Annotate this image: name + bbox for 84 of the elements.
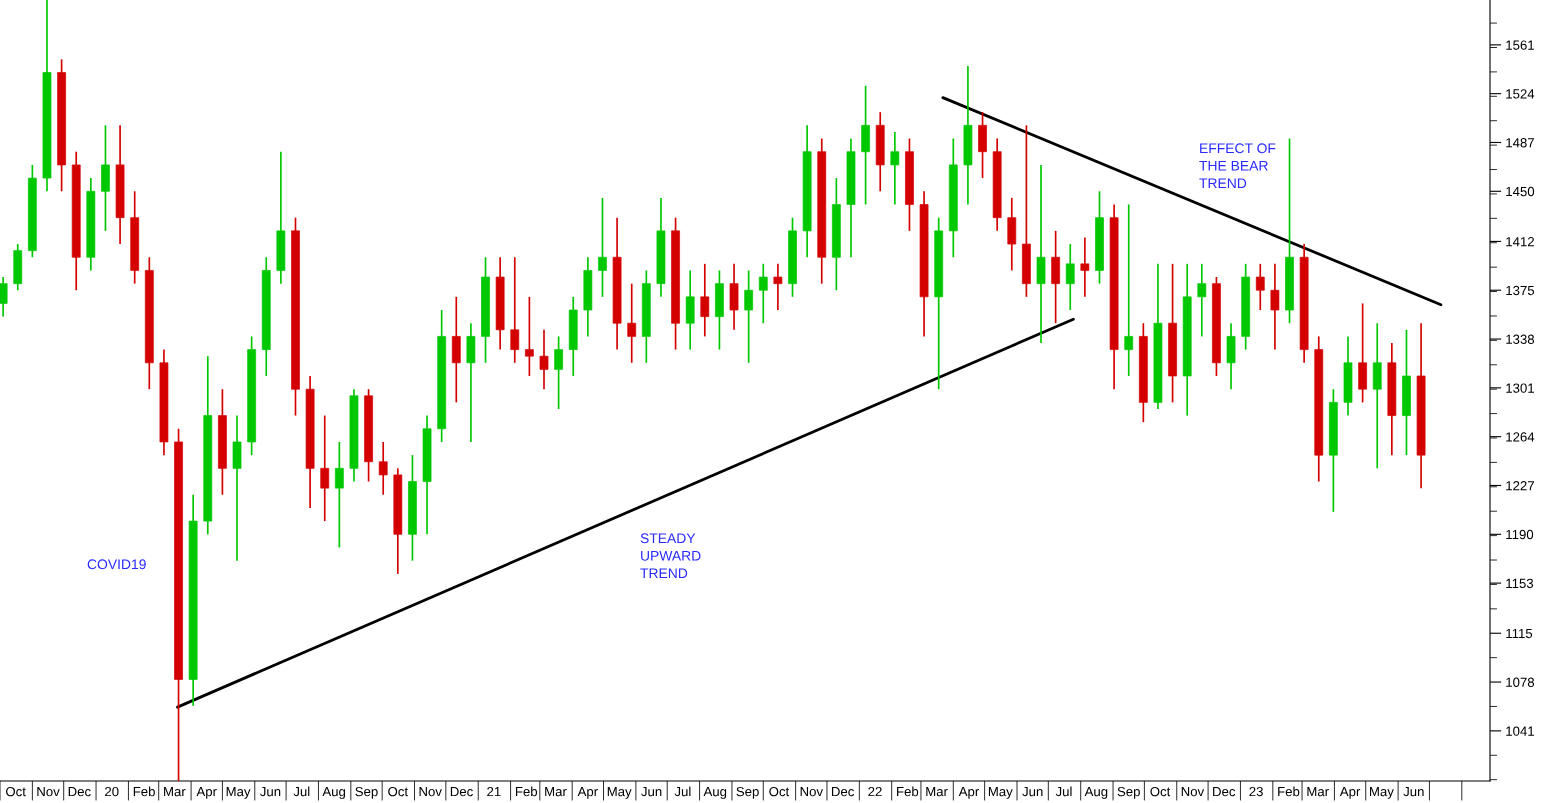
x-tick-label: Nov xyxy=(37,787,60,797)
x-tick-label: Nov xyxy=(1181,787,1205,797)
x-tick-label: Sep xyxy=(736,786,759,799)
candlestick xyxy=(758,263,768,325)
y-tick-label: 1301 xyxy=(1506,383,1534,393)
y-tick-label: 1227 xyxy=(1506,481,1534,491)
candlestick xyxy=(1270,263,1280,351)
y-tick-label: 1524 xyxy=(1506,89,1535,99)
x-tick-label: Sep xyxy=(1117,786,1140,799)
candlestick xyxy=(890,131,900,206)
candlestick xyxy=(1124,203,1134,377)
y-tick-label: 1078 xyxy=(1506,677,1535,687)
x-tick-label: Oct xyxy=(1150,786,1171,797)
y-tick-label: 1412 xyxy=(1506,236,1534,247)
candlestick xyxy=(539,328,549,391)
annotation: STEADY UPWARD TREND xyxy=(640,533,701,579)
y-tick-label: 1153 xyxy=(1506,578,1534,589)
x-tick-label: May xyxy=(226,787,251,799)
annotation: COVID19 xyxy=(87,559,146,570)
x-tick-label: Feb xyxy=(897,786,919,797)
x-tick-label: Jul xyxy=(293,786,310,797)
y-tick-label: 1190 xyxy=(1506,529,1534,540)
annotation: EFFECT OF THE BEAR TREND xyxy=(1199,143,1276,189)
x-tick-label: Feb xyxy=(1278,786,1300,797)
candlestick xyxy=(598,197,607,298)
candlestick xyxy=(334,441,344,549)
x-tick-label: Jul xyxy=(674,786,691,797)
x-tick-label: Apr xyxy=(577,787,598,799)
x-tick-label: 23 xyxy=(1249,786,1263,797)
x-tick-label: Jun xyxy=(260,787,281,797)
x-tick-label: Apr xyxy=(1339,787,1361,799)
x-tick-label: Aug xyxy=(1084,787,1108,799)
x-tick-label: Jul xyxy=(1055,786,1072,797)
x-tick-label: Mar xyxy=(1307,787,1329,797)
x-tick-label: Dec xyxy=(831,787,855,797)
x-tick-label: Nov xyxy=(419,787,442,797)
x-tick-label: Dec xyxy=(68,787,91,797)
candlestick xyxy=(1197,263,1207,338)
x-tick-label: 22 xyxy=(868,786,882,797)
x-tick-label: Jun xyxy=(1403,787,1424,797)
candlestick xyxy=(320,414,330,522)
y-tick-label: 1338 xyxy=(1506,334,1535,344)
candlestick xyxy=(378,441,388,496)
x-tick-label: Oct xyxy=(6,786,26,797)
x-tick-label: Jun xyxy=(1022,787,1043,797)
y-tick-label: 1115 xyxy=(1506,628,1533,639)
candlestick xyxy=(1255,263,1265,311)
candlestick xyxy=(510,256,520,364)
candlestick xyxy=(1080,236,1090,298)
candlestick xyxy=(627,282,637,364)
y-tick-label: 1450 xyxy=(1506,186,1535,197)
y-tick-label: 1264 xyxy=(1506,432,1535,442)
candlestick xyxy=(744,269,754,364)
candlestick xyxy=(773,263,783,311)
y-tick-label: 1561 xyxy=(1506,40,1534,50)
y-tick-label: 1487 xyxy=(1506,138,1534,148)
x-tick-label: Nov xyxy=(800,787,823,797)
x-tick-label: Oct xyxy=(769,786,790,797)
x-tick-label: Aug xyxy=(703,787,727,799)
candlestick xyxy=(0,276,8,318)
x-tick-label: Aug xyxy=(322,787,346,799)
x-tick-label: Jun xyxy=(641,787,662,797)
x-tick-label: 21 xyxy=(487,786,501,797)
candlestick xyxy=(700,263,710,338)
x-tick-label: Sep xyxy=(355,786,378,799)
x-tick-label: Apr xyxy=(958,787,980,799)
candlestick xyxy=(554,335,563,410)
x-tick-label: Apr xyxy=(196,787,217,799)
x-tick-label: Dec xyxy=(1213,787,1236,797)
x-tick-label: Mar xyxy=(164,787,186,797)
x-tick-label: Feb xyxy=(515,786,538,797)
x-tick-label: Dec xyxy=(450,787,473,797)
candlestick xyxy=(1065,243,1075,311)
x-tick-label: May xyxy=(988,787,1013,799)
x-tick-label: May xyxy=(1370,787,1394,799)
x-tick-label: Mar xyxy=(545,787,567,797)
y-tick-label: 1041 xyxy=(1506,726,1534,736)
x-tick-label: 20 xyxy=(105,786,119,797)
x-tick-label: Mar xyxy=(926,787,948,797)
x-tick-label: Oct xyxy=(388,786,408,797)
candlestick xyxy=(525,295,534,377)
x-tick-label: Feb xyxy=(133,786,155,797)
y-tick-label: 1375 xyxy=(1506,285,1535,296)
x-tick-label: May xyxy=(607,787,632,799)
